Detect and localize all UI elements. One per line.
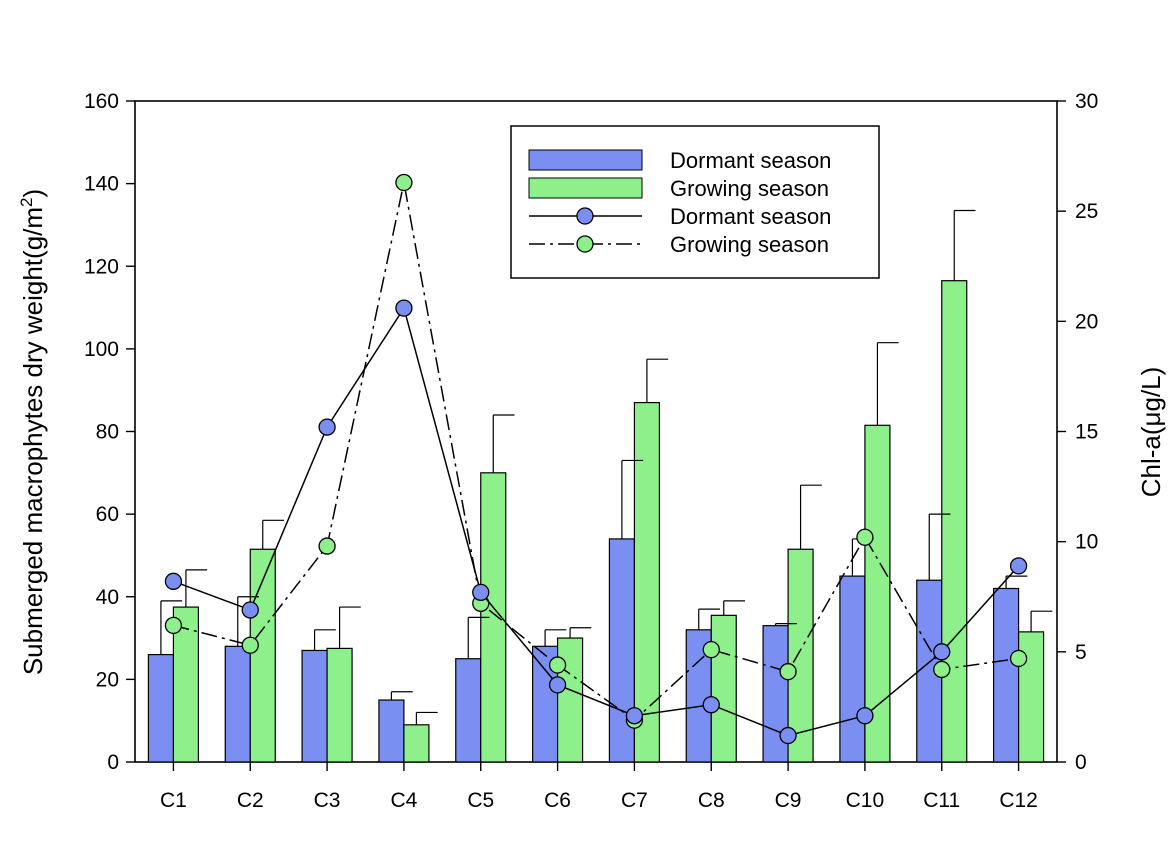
x-tick-label-C9: C9	[775, 789, 802, 812]
bar-dormant-C2	[224, 645, 251, 763]
bar-dormant-C10	[839, 575, 866, 763]
legend-marker-growing	[576, 235, 594, 253]
line-dormant	[173, 306, 1020, 737]
y-left-tick-label: 100	[84, 338, 119, 361]
y-left-tick-label: 40	[96, 586, 119, 609]
y-left-tick-label: 80	[96, 421, 119, 444]
y-left-tick-label: 20	[96, 668, 119, 691]
bars-layer	[147, 280, 1045, 763]
x-tick-label-C10: C10	[846, 789, 885, 812]
legend-label-growing-line: Growing season	[670, 232, 829, 257]
bar-dormant-C3	[301, 649, 328, 763]
legend-label-dormant-line: Dormant season	[670, 204, 831, 229]
y-right-tick-label: 10	[1075, 531, 1098, 554]
bar-growing-C9	[787, 548, 814, 763]
y-right-tick-label: 25	[1075, 200, 1098, 223]
legend-label-growing-bar: Growing season	[670, 176, 829, 201]
bar-growing-C8	[710, 614, 737, 763]
marker-dormant-C5	[472, 583, 490, 601]
x-tick-label-C3: C3	[314, 789, 341, 812]
x-tick-label-C4: C4	[390, 789, 417, 812]
legend: Dormant season Growing season Dormant se…	[510, 125, 880, 279]
marker-growing-C3	[318, 537, 336, 555]
lines-layer	[164, 173, 1028, 745]
bar-dormant-C5	[455, 658, 482, 763]
x-tick-label-C2: C2	[237, 789, 264, 812]
marker-dormant-C8	[702, 696, 720, 714]
x-tick-label-C6: C6	[544, 789, 571, 812]
marker-growing-C4	[395, 173, 413, 192]
bar-growing-C2	[249, 548, 276, 763]
bar-dormant-C4	[378, 699, 405, 763]
bar-dormant-C7	[608, 538, 636, 763]
line-growing	[173, 182, 1019, 722]
y-right-tick-label: 20	[1075, 310, 1098, 333]
marker-dormant-C3	[318, 418, 336, 436]
bar-growing-C4	[403, 724, 430, 763]
marker-dormant-C1	[164, 572, 183, 590]
y-left-tick-label: 60	[96, 503, 119, 526]
bar-dormant-C1	[147, 653, 175, 763]
marker-growing-C6	[548, 656, 567, 674]
marker-dormant-C2	[241, 601, 259, 619]
marker-growing-C11	[933, 660, 951, 679]
y-right-tick-label: 15	[1075, 421, 1098, 444]
y-axis-left-title: Submerged macrophytes dry weight(g/m2)	[17, 189, 48, 675]
y-left-tick-label: 0	[107, 751, 119, 774]
marker-dormant-C12	[1009, 557, 1028, 575]
x-tick-label-C11: C11	[923, 789, 960, 812]
y-right-tick-label: 0	[1075, 751, 1087, 774]
marker-growing-C10	[856, 528, 874, 546]
marker-dormant-C11	[933, 643, 951, 661]
axes-layer: 0 20 40 60 80 100 120 140 160 0 5 10 15 20 25 30 C1 C2 C3 C…	[84, 90, 1098, 812]
x-tick-label-C1: C1	[160, 789, 187, 812]
marker-dormant-C10	[856, 707, 874, 725]
marker-dormant-C6	[548, 676, 567, 694]
x-tick-label-C8: C8	[698, 789, 725, 812]
legend-marker-dormant	[576, 207, 594, 225]
marker-growing-C1	[164, 616, 183, 635]
error-bars-layer	[160, 209, 1053, 725]
marker-growing-C8	[702, 640, 720, 659]
legend-label-dormant-bar: Dormant season	[670, 148, 831, 173]
marker-growing-C2	[241, 636, 259, 654]
legend-swatch-growing-bar	[528, 177, 643, 199]
marker-dormant-C7	[625, 707, 644, 725]
bar-growing-C6	[556, 637, 584, 763]
bar-growing-C11	[941, 280, 968, 763]
x-tick-label-C7: C7	[621, 789, 648, 812]
legend-swatch-dormant-bar	[528, 149, 643, 171]
bar-growing-C7	[633, 401, 661, 763]
marker-growing-C9	[779, 663, 797, 681]
x-tick-label-C5: C5	[467, 789, 494, 812]
bar-dormant-C12	[992, 587, 1020, 763]
y-left-tick-label: 140	[84, 173, 119, 196]
marker-dormant-C4	[395, 299, 413, 317]
y-axis-right-title: Chl-a(μg/L)	[1136, 367, 1166, 498]
y-left-tick-label: 120	[84, 255, 119, 278]
y-left-tick-label: 160	[84, 90, 119, 113]
x-tick-label-C12: C12	[999, 789, 1038, 812]
marker-dormant-C9	[779, 726, 797, 745]
marker-growing-C12	[1009, 649, 1028, 668]
y-right-tick-label: 5	[1075, 641, 1087, 664]
bar-growing-C3	[326, 647, 353, 763]
y-right-tick-label: 30	[1075, 90, 1098, 113]
